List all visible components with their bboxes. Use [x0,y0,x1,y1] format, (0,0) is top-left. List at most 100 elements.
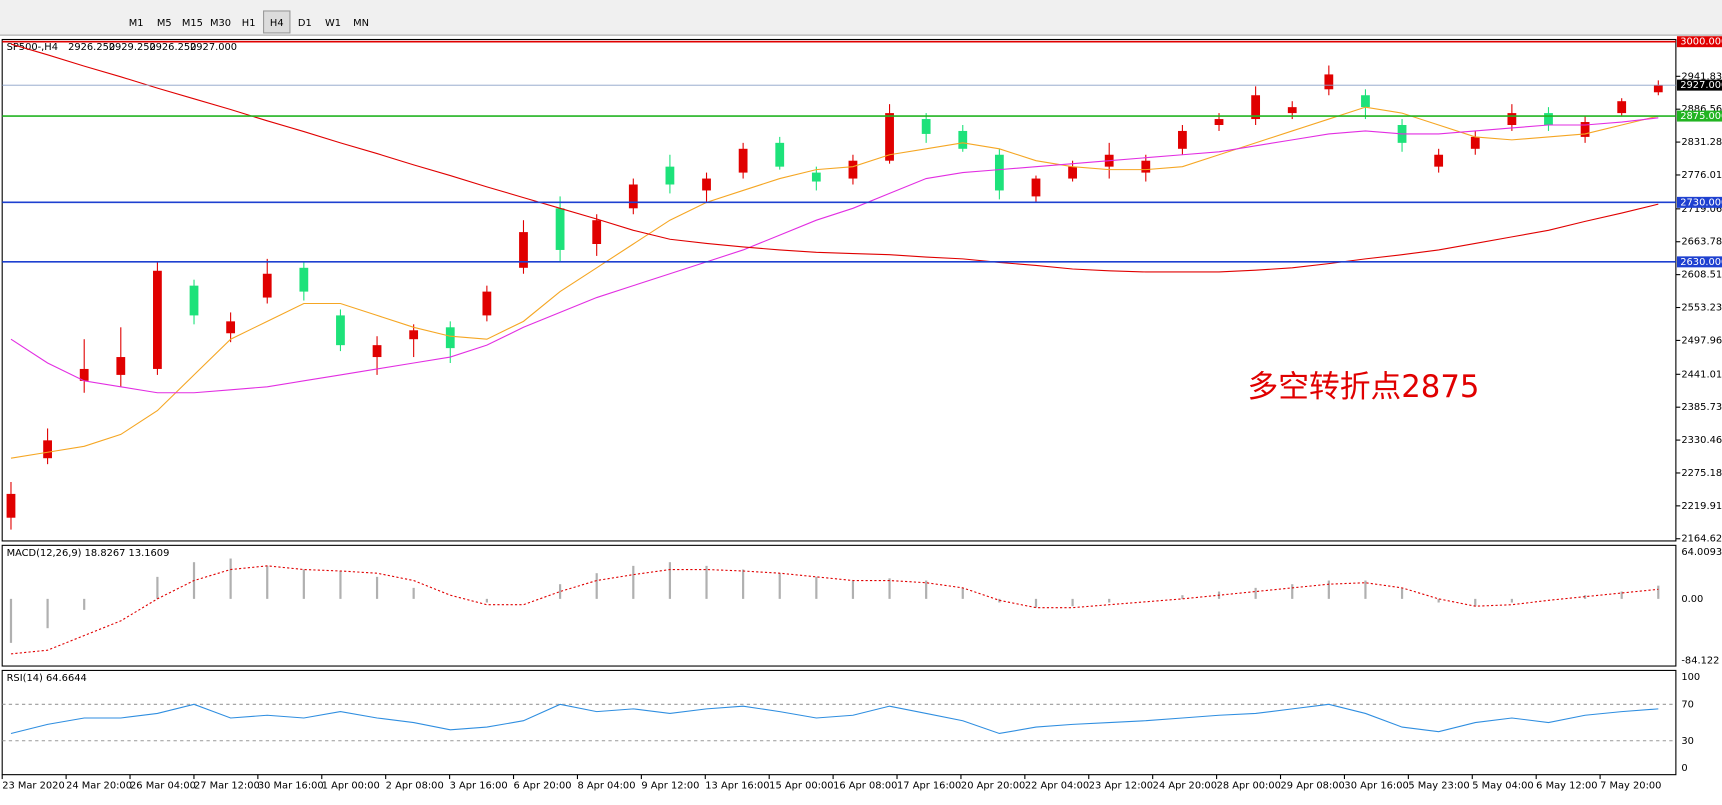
y-tick-label: 70 [1681,699,1694,710]
candle-body [409,330,419,340]
timeframe-button[interactable]: H4 [270,18,284,29]
macd-title: MACD(12,26,9) 18.8267 13.1609 [7,548,170,559]
macd-bar [1254,587,1257,599]
candle-body [1580,122,1590,137]
rsi-panel [1,669,1677,776]
candle-body [921,119,931,134]
candle-body [1544,113,1553,125]
candle-body [1507,113,1517,125]
y-tick-label: 2497.960 [1681,335,1722,346]
toolbar [0,0,1722,36]
x-tick-label: 30 Mar 16:00 [258,781,324,792]
macd-bar [229,558,232,599]
macd-bar [851,580,855,599]
macd-bar [302,569,305,599]
timeframe-button[interactable]: M5 [157,18,172,29]
candle-body [994,154,1004,191]
timeframe-button[interactable]: H1 [242,18,256,29]
candle-body [958,130,968,149]
x-tick-label: 13 Apr 16:00 [705,781,769,792]
candle-body [43,440,52,459]
macd-bar [1620,591,1623,599]
price-panel [1,38,1677,542]
y-tick-label: 2941.835 [1681,71,1722,82]
y-tick-label: 2553.235 [1681,303,1722,314]
candle-body [555,208,565,250]
macd-bar [339,570,342,599]
x-tick-label: 28 Apr 00:00 [1217,781,1281,792]
candle-body [665,166,675,185]
x-tick-label: 27 Mar 12:00 [194,781,260,792]
candle-body [738,148,748,173]
candle-body [1324,74,1334,90]
ohlc-value: 2926.250 [68,42,115,53]
y-tick-label: 2385.735 [1681,402,1722,413]
x-tick-label: 23 Mar 2020 [2,781,65,792]
x-tick-label: 6 May 12:00 [1536,781,1597,792]
candle-body [885,113,894,161]
x-tick-label: 9 Apr 12:00 [641,781,699,792]
candle-body [848,160,858,179]
candle-body [1653,85,1663,93]
ohlc-value: 2929.250 [109,42,156,53]
macd-bar [705,565,708,599]
candle-body [226,321,236,334]
candle-body [1031,178,1041,197]
x-tick-label: 8 Apr 04:00 [577,781,635,792]
x-tick-label: 16 Apr 08:00 [833,781,897,792]
y-tick-label: 2275.185 [1681,468,1722,479]
y-tick-label: 2330.460 [1681,435,1722,446]
candle-body [1214,119,1224,125]
rsi-title: RSI(14) 64.6644 [7,673,87,684]
candle-body [775,142,785,167]
timeframe-button[interactable]: M30 [210,18,231,29]
candle-body [1470,136,1480,149]
candle-body [153,270,162,369]
macd-bar [1034,598,1038,608]
x-tick-label: 20 Apr 20:00 [961,781,1025,792]
timeframe-button[interactable]: W1 [325,18,341,29]
timeframe-button[interactable]: M15 [182,18,203,29]
timeframe-button[interactable]: MN [353,18,369,29]
level-label: 2730.000 [1680,197,1722,208]
macd-bar [925,580,928,599]
moving-average [10,106,1659,459]
candle-body [482,291,492,316]
moving-average [10,117,1659,394]
level-tag [1676,196,1722,208]
rsi-line [10,703,1659,735]
macd-bar [1071,598,1074,607]
macd-bar [1510,598,1513,603]
macd-bar [83,598,86,610]
candle-body [6,493,16,518]
macd-bar [412,587,415,599]
x-tick-label: 7 May 20:00 [1600,781,1661,792]
level-tag [1676,79,1722,91]
x-tick-label: 5 May 04:00 [1472,781,1533,792]
y-tick-label: 2441.010 [1681,369,1722,380]
candle-body [592,220,602,245]
macd-bar [1657,585,1660,599]
candle-body [189,285,199,316]
ohlc-value: 2926.250 [149,42,196,53]
timeframe-button[interactable]: D1 [298,18,312,29]
ohlc-value: 2927.000 [190,42,237,53]
macd-bar [46,598,49,629]
x-tick-label: 1 Apr 00:00 [322,781,380,792]
timeframe-button[interactable]: M1 [129,18,144,29]
macd-bar [1474,598,1477,607]
macd-bar [375,576,379,599]
symbol-title: SP500-,H4 [7,42,58,53]
x-tick-label: 15 Apr 00:00 [769,781,833,792]
candle-body [372,345,382,358]
candle-body [1141,160,1151,173]
x-tick-label: 23 Apr 12:00 [1089,781,1153,792]
macd-bar [742,569,745,599]
candle-body [336,315,345,346]
candle-body [79,368,89,381]
x-tick-label: 22 Apr 04:00 [1025,781,1089,792]
x-tick-label: 17 Apr 16:00 [897,781,961,792]
macd-bar [1400,587,1404,599]
macd-bar [558,584,562,599]
y-tick-label: 100 [1681,672,1700,683]
